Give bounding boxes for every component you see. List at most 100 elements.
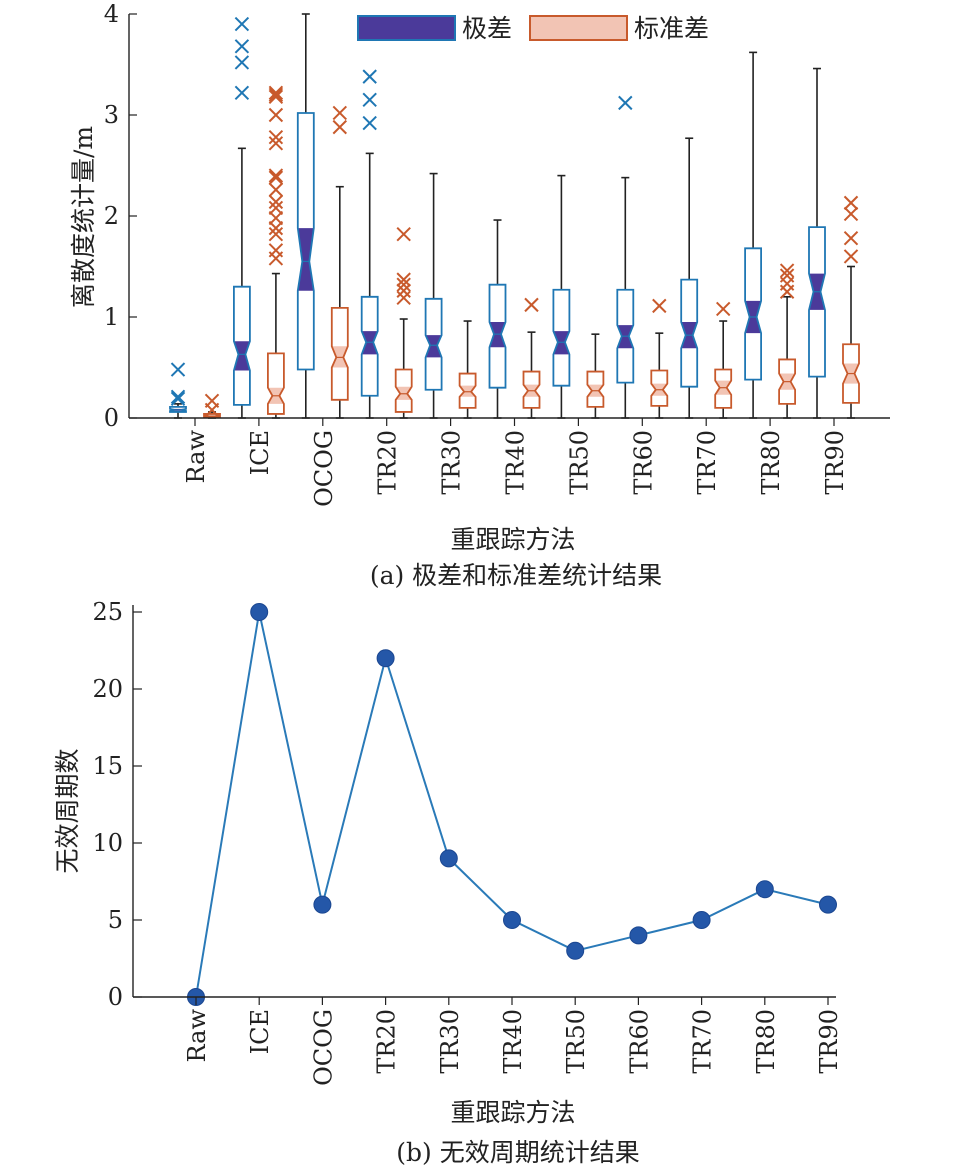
box-std-tr30 xyxy=(458,320,477,419)
outlier-stroke xyxy=(362,115,377,131)
outlier-marker xyxy=(268,220,284,236)
outlier-marker xyxy=(268,85,284,100)
box-range-tr80 xyxy=(744,51,762,419)
point-tr80 xyxy=(755,880,774,899)
outlier-marker xyxy=(234,39,250,54)
outlier-stroke xyxy=(268,130,284,145)
outlier-stroke xyxy=(396,272,411,287)
y-tick-label: 5 xyxy=(108,906,123,934)
outlier-stroke xyxy=(268,194,284,210)
outlier-marker xyxy=(268,210,284,226)
outlier-marker xyxy=(268,168,284,183)
line-x-axis: Raw ICE OCOG TR20 TR30 TR40 TR50 TR60 TR70 TR80 TR… xyxy=(133,996,843,1086)
y-tick-label: 15 xyxy=(92,752,123,780)
outlier-stroke xyxy=(332,119,348,135)
box-body xyxy=(330,307,349,401)
box-body xyxy=(424,297,443,391)
legend-swatch-range xyxy=(357,15,456,41)
box-range-raw xyxy=(169,362,187,419)
x-tick-label: TR60 xyxy=(625,1009,653,1074)
line-y-axis: 0 5 10 15 20 25 xyxy=(92,598,142,1011)
box-body xyxy=(714,368,733,409)
outlier-stroke xyxy=(524,297,539,313)
outlier-marker xyxy=(396,277,411,292)
outlier-marker xyxy=(362,115,377,131)
outlier-stroke xyxy=(843,231,859,246)
outlier-marker xyxy=(524,297,539,313)
box-notch xyxy=(233,341,250,371)
boxplot-y-axis-title: 离散度统计量/m xyxy=(69,126,98,308)
outlier-marker xyxy=(234,16,250,32)
point-tr90 xyxy=(819,895,837,914)
line-y-axis-title: 无效周期数 xyxy=(53,748,82,873)
outlier-marker xyxy=(268,243,284,258)
x-tick-label: TR90 xyxy=(815,1009,843,1074)
outlier-marker xyxy=(268,170,284,185)
series-line xyxy=(195,611,829,998)
outlier-stroke xyxy=(779,268,795,283)
outlier-marker xyxy=(204,393,220,409)
box-range-tr20 xyxy=(360,69,379,419)
outlier-stroke xyxy=(843,206,859,222)
outlier-stroke xyxy=(396,226,411,242)
x-tick-label: TR90 xyxy=(821,430,849,495)
box-notch xyxy=(297,228,314,291)
x-tick-label: Raw xyxy=(182,430,210,484)
x-tick-label: Raw xyxy=(183,1009,211,1063)
outlier-marker xyxy=(843,206,859,222)
legend-swatch-std xyxy=(529,15,628,41)
outlier-stroke xyxy=(652,298,667,314)
box-body xyxy=(296,112,315,371)
x-tick-label: ICE xyxy=(246,430,274,475)
box-body xyxy=(360,295,379,397)
boxplot-plot-area xyxy=(169,13,860,419)
invalid-cycles-line-chart: 0 5 10 15 20 25 Raw ICE OCOG TR20 TR30 TR40 TR50 TR6… xyxy=(53,598,843,1167)
outlier-stroke xyxy=(268,170,284,185)
outlier-stroke xyxy=(234,39,250,54)
outlier-stroke xyxy=(779,263,795,278)
x-tick-label: ICE xyxy=(246,1009,274,1054)
outlier-stroke xyxy=(204,393,220,409)
point-tr30 xyxy=(439,849,458,868)
y-tick-label: 0 xyxy=(108,983,123,1011)
outlier-marker xyxy=(268,89,284,105)
box-body xyxy=(232,285,251,406)
outlier-stroke xyxy=(268,107,284,123)
outlier-marker xyxy=(843,195,859,211)
outlier-marker xyxy=(618,95,633,111)
outlier-marker xyxy=(268,130,284,145)
point-tr40 xyxy=(503,911,521,929)
x-tick-label: OCOG xyxy=(310,430,338,507)
box-body xyxy=(552,288,571,387)
outlier-marker xyxy=(843,249,859,264)
outlier-stroke xyxy=(396,277,411,292)
outlier-marker xyxy=(332,105,348,121)
x-tick-label: TR30 xyxy=(436,1009,464,1074)
box-std-ocog xyxy=(330,105,349,419)
outlier-stroke xyxy=(268,210,284,226)
x-tick-label: TR60 xyxy=(629,430,657,495)
point-tr50 xyxy=(566,941,585,960)
outlier-marker xyxy=(268,107,284,123)
caption-b: (b) 无效周期统计结果 xyxy=(396,1138,639,1167)
box-body xyxy=(616,288,635,384)
box-body xyxy=(266,352,285,415)
box-std-tr70 xyxy=(714,301,733,419)
point-tr20 xyxy=(376,649,395,668)
outlier-stroke xyxy=(268,89,284,105)
y-tick-label: 25 xyxy=(92,598,123,626)
box-std-tr90 xyxy=(842,195,860,419)
x-tick-label: TR20 xyxy=(373,1009,401,1074)
boxplot-x-axis-title: 重跟踪方法 xyxy=(450,525,575,554)
outlier-marker xyxy=(362,69,377,84)
outlier-marker xyxy=(396,272,411,287)
box-body xyxy=(778,358,796,405)
y-tick-label: 3 xyxy=(104,101,119,129)
box-body xyxy=(169,405,187,413)
outlier-stroke xyxy=(843,249,859,264)
outlier-marker xyxy=(332,119,348,135)
outlier-stroke xyxy=(170,389,186,404)
outlier-marker xyxy=(652,298,667,314)
box-std-tr50 xyxy=(586,333,605,419)
